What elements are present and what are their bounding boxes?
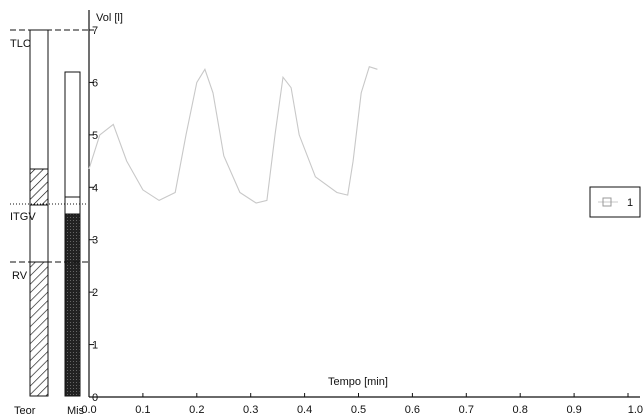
x-tick-label-4: 0.4 [297,404,312,416]
y-tick-label-2: 2 [92,287,98,299]
y-tick-label-5: 5 [92,130,98,142]
x-tick-label-1: 0.1 [135,404,150,416]
y-tick-label-4: 4 [92,182,98,194]
level-label-tlc: TLC [10,38,31,50]
lung-volume-bars: TLC ITGV RV Teor Mis [10,29,88,417]
y-tick-label-3: 3 [92,235,98,247]
x-tick-label-7: 0.7 [459,404,474,416]
bar-mis-filled [64,213,81,397]
bar-mis-band [64,196,81,215]
x-ticks: 0.0 0.1 0.2 0.3 0.4 0.5 0.6 0.7 0.8 0.9 1.0 [81,393,643,416]
level-label-itgv: ITGV [10,211,36,223]
y-ticks: 0 1 2 3 4 5 6 7 [89,25,98,404]
y-tick-label-1: 1 [92,340,98,352]
bar-label-teor: Teor [14,405,36,417]
y-tick-label-0: 0 [92,392,98,404]
y-tick-label-7: 7 [92,25,98,37]
plot-axes: Vol [l] Tempo [min] [88,10,640,398]
x-tick-label-2: 0.2 [189,404,204,416]
y-tick-label-6: 6 [92,77,98,89]
bar-teor-band-hatch [29,168,49,206]
volume-trace-series-1 [88,66,378,204]
legend: 1 [589,186,641,218]
y-axis-label: Vol [l] [96,12,123,24]
x-tick-label-9: 0.9 [566,404,581,416]
x-tick-label-6: 0.6 [405,404,420,416]
bar-teor-rv-hatch [29,261,49,397]
x-tick-label-3: 0.3 [243,404,258,416]
level-label-rv: RV [12,270,28,282]
x-axis-label: Tempo [min] [328,376,388,388]
x-tick-label-8: 0.8 [513,404,528,416]
bar-label-mis: Mis [67,405,85,417]
legend-entry-1: 1 [627,197,633,209]
legend-swatch-marker [602,197,612,207]
x-tick-label-5: 0.5 [351,404,366,416]
x-tick-label-0: 0.0 [81,404,96,416]
x-tick-label-10: 1.0 [628,404,643,416]
